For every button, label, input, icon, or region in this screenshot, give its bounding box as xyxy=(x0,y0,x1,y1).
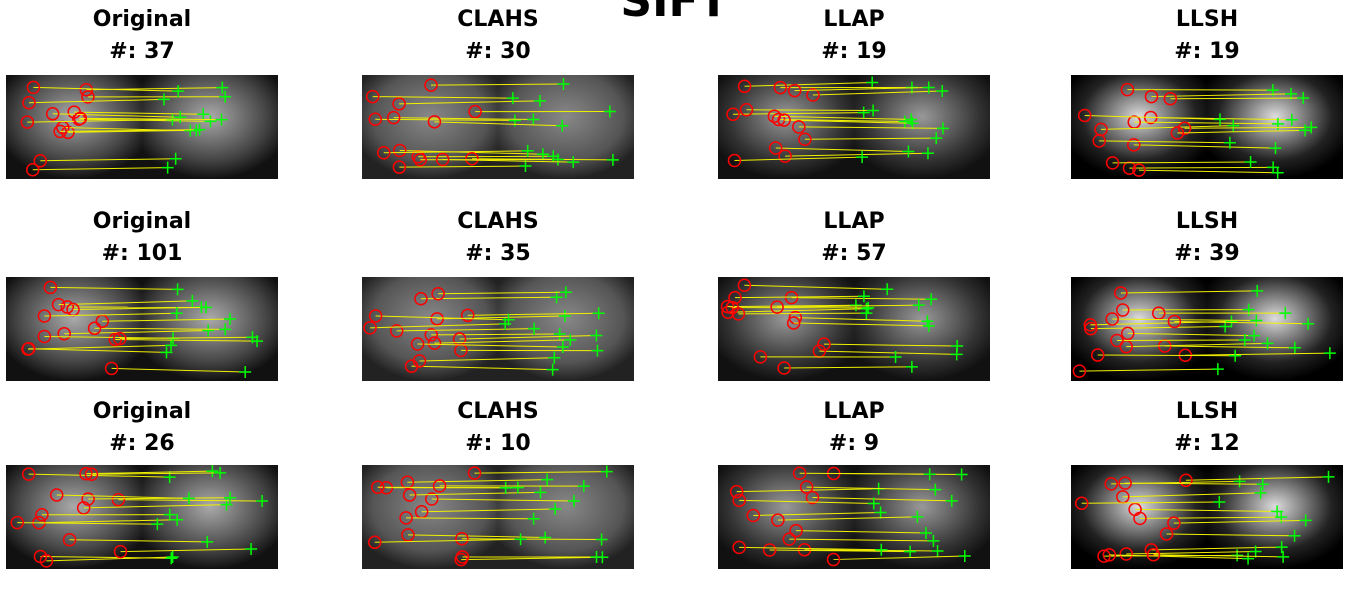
match-image xyxy=(6,277,278,381)
panel-count: #: 39 xyxy=(1071,238,1343,270)
match-line xyxy=(1129,167,1273,168)
panel: CLAHS#: 35 xyxy=(362,206,634,270)
panel-method: LLAP xyxy=(718,4,990,36)
match-image xyxy=(362,277,634,381)
match-image xyxy=(1071,277,1343,381)
panel-method: LLAP xyxy=(718,396,990,428)
panel-method: LLSH xyxy=(1071,206,1343,238)
match-image xyxy=(718,465,990,569)
panel: LLAP#: 9 xyxy=(718,396,990,460)
panel-count: #: 10 xyxy=(362,428,634,460)
match-image xyxy=(1071,465,1343,569)
match-image xyxy=(1071,75,1343,179)
panel: Original#: 26 xyxy=(6,396,278,460)
image-left xyxy=(6,465,142,569)
panel-method: Original xyxy=(6,4,278,36)
panel-method: Original xyxy=(6,396,278,428)
page: {"title": "SIFT", "rows": [ {"panels": [… xyxy=(0,0,1349,603)
panel: CLAHS#: 10 xyxy=(362,396,634,460)
panel: Original#: 37 xyxy=(6,4,278,68)
panel-count: #: 19 xyxy=(718,36,990,68)
panel-count: #: 26 xyxy=(6,428,278,460)
panel: LLAP#: 19 xyxy=(718,4,990,68)
match-image xyxy=(718,75,990,179)
panel: Original#: 101 xyxy=(6,206,278,270)
match-image xyxy=(362,75,634,179)
panel: CLAHS#: 30 xyxy=(362,4,634,68)
panel-method: CLAHS xyxy=(362,396,634,428)
panel-method: Original xyxy=(6,206,278,238)
panel-method: CLAHS xyxy=(362,4,634,36)
panel-count: #: 19 xyxy=(1071,36,1343,68)
match-image xyxy=(362,465,634,569)
match-image xyxy=(6,465,278,569)
match-image xyxy=(6,75,278,179)
panel-count: #: 9 xyxy=(718,428,990,460)
panel-count: #: 101 xyxy=(6,238,278,270)
panel: LLSH#: 39 xyxy=(1071,206,1343,270)
panel: LLSH#: 19 xyxy=(1071,4,1343,68)
panel-count: #: 37 xyxy=(6,36,278,68)
match-line xyxy=(738,313,866,314)
image-right xyxy=(854,277,990,381)
panel-count: #: 57 xyxy=(718,238,990,270)
match-image xyxy=(718,277,990,381)
panel-method: LLSH xyxy=(1071,4,1343,36)
panel-method: CLAHS xyxy=(362,206,634,238)
panel-method: LLSH xyxy=(1071,396,1343,428)
panel-method: LLAP xyxy=(718,206,990,238)
match-line xyxy=(1170,98,1303,99)
panel-count: #: 30 xyxy=(362,36,634,68)
panel: LLAP#: 57 xyxy=(718,206,990,270)
image-right xyxy=(1207,277,1343,381)
panel-count: #: 12 xyxy=(1071,428,1343,460)
image-left xyxy=(6,75,142,179)
image-right xyxy=(142,465,278,569)
image-right xyxy=(854,75,990,179)
panel: LLSH#: 12 xyxy=(1071,396,1343,460)
panel-count: #: 35 xyxy=(362,238,634,270)
